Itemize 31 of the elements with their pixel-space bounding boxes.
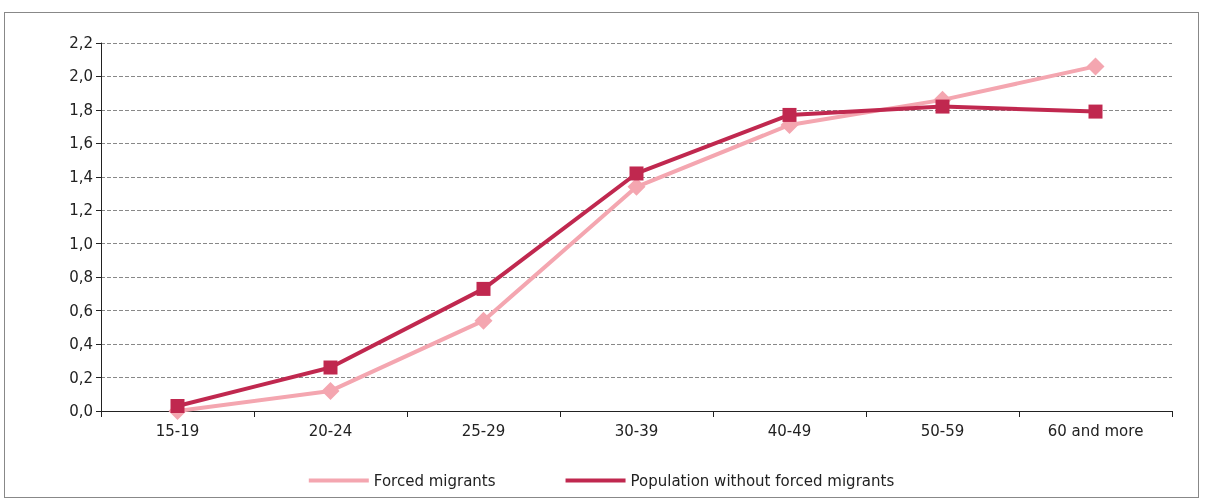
point (321, 381, 340, 400)
y-tick-label: 0,2 (69, 368, 93, 387)
point (629, 166, 644, 181)
x-tick-label: 30-39 (614, 421, 659, 440)
point (476, 281, 491, 296)
point (1086, 57, 1105, 76)
point (1088, 104, 1103, 119)
point (170, 398, 185, 413)
x-tick-label: 60 and more (1047, 421, 1144, 440)
y-tick-label: 0,4 (69, 335, 93, 354)
x-tick-label: 40-49 (767, 421, 812, 440)
point (323, 360, 338, 375)
y-tick-label: 0,6 (69, 301, 93, 320)
point (474, 311, 493, 330)
legend-label: Population without forced migrants (630, 471, 895, 490)
legend-label: Forced migrants (373, 471, 496, 490)
y-tick-label: 0,0 (69, 402, 93, 420)
y-tick-label: 2,2 (69, 34, 93, 52)
y-tick-label: 0,8 (69, 268, 93, 287)
y-tick-label: 1,6 (69, 134, 93, 153)
x-tick-label: 25-29 (461, 421, 506, 440)
y-tick-label: 1,4 (69, 167, 93, 186)
y-tick-label: 1,0 (69, 234, 93, 253)
point (782, 107, 797, 122)
x-tick-label: 20-24 (308, 421, 353, 440)
y-tick-label: 2,0 (69, 67, 93, 86)
y-tick-label: 1,8 (69, 100, 93, 119)
x-tick-label: 50-59 (920, 421, 965, 440)
y-tick-label: 1,2 (69, 201, 93, 220)
point (935, 99, 950, 114)
x-tick-label: 15-19 (155, 421, 200, 440)
